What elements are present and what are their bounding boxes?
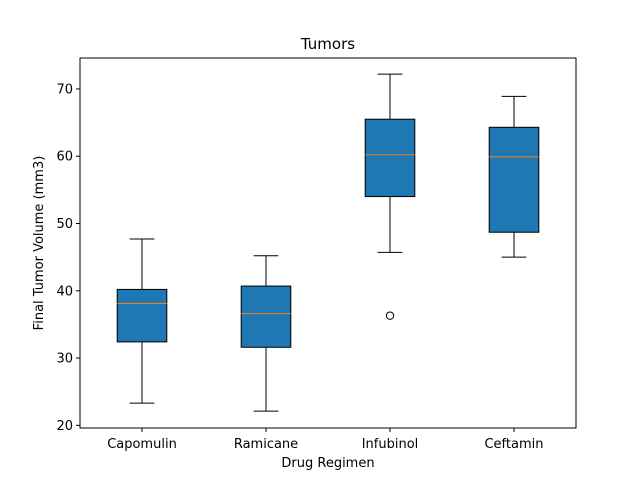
box-iqr: [364, 118, 416, 198]
y-tick-label: 30: [56, 352, 73, 367]
chart-title: Tumors: [300, 35, 355, 53]
x-axis-label: Drug Regimen: [281, 456, 374, 471]
x-tick-label: Capomulin: [107, 437, 177, 452]
outlier-point: [385, 311, 395, 320]
box-iqr: [488, 126, 540, 233]
y-tick-label: 60: [56, 150, 73, 165]
box-group: [116, 238, 168, 404]
y-tick-label: 70: [56, 82, 73, 97]
box-group: [364, 73, 416, 320]
boxes-layer: [116, 73, 540, 412]
plot-frame: [79, 57, 577, 429]
y-tick-label: 20: [56, 419, 73, 434]
box-group: [488, 95, 540, 258]
x-tick-label: Infubinol: [362, 437, 419, 452]
y-axis-ticks: 20 30 40 50 60 70: [56, 82, 80, 434]
y-tick-label: 50: [56, 217, 73, 232]
y-axis-label: Final Tumor Volume (mm3): [32, 156, 47, 331]
x-axis-ticks: Capomulin Ramicane Infubinol Ceftamin: [107, 428, 544, 452]
y-tick-label: 40: [56, 284, 73, 299]
x-tick-label: Ramicane: [234, 437, 298, 452]
box-group: [240, 255, 292, 412]
box-iqr: [116, 288, 168, 343]
box-iqr: [240, 285, 292, 348]
x-tick-label: Ceftamin: [484, 437, 543, 452]
